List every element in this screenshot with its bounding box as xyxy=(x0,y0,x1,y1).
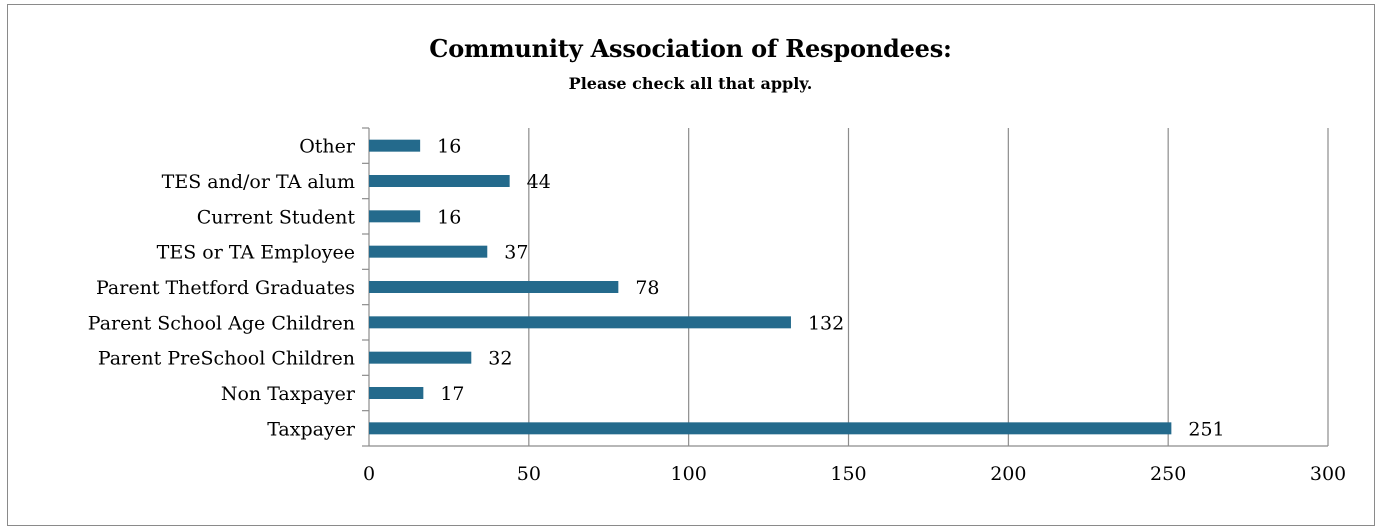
category-label: Parent PreSchool Children xyxy=(98,348,355,370)
chart-frame xyxy=(7,4,1375,526)
bar-parent-thetford-graduates xyxy=(369,281,619,293)
grid-lines xyxy=(528,128,1329,446)
bar-other xyxy=(369,139,421,152)
data-label: 251 xyxy=(1188,418,1224,440)
bars xyxy=(369,139,1172,435)
data-label: 37 xyxy=(504,242,528,264)
bar-parent-school-age-children xyxy=(369,316,791,329)
category-label: Parent School Age Children xyxy=(88,312,355,334)
data-label: 44 xyxy=(527,171,551,193)
labels: 0 50 100 150 200 250 300 Taxpayer 251 Non Taxpaye… xyxy=(88,136,1346,485)
bar-tes-and-or-ta-alum xyxy=(369,175,510,187)
x-tick-label: 0 xyxy=(363,463,375,485)
x-tick-label: 300 xyxy=(1310,463,1346,485)
x-tick-label: 150 xyxy=(830,463,866,485)
data-label: 78 xyxy=(635,277,659,299)
x-tick-label: 250 xyxy=(1150,463,1186,485)
x-tick-label: 50 xyxy=(517,463,541,485)
data-label: 16 xyxy=(437,206,461,228)
category-label: Current Student xyxy=(197,206,356,228)
chart-title: Community Association of Respondees: xyxy=(429,34,952,63)
bar-tes-or-ta-employee xyxy=(369,245,488,258)
x-tick-label: 200 xyxy=(990,463,1026,485)
bar-current-student xyxy=(369,210,421,223)
category-label: Taxpayer xyxy=(267,418,356,440)
data-label: 132 xyxy=(808,312,844,334)
chart-subtitle: Please check all that apply. xyxy=(568,74,813,93)
bar-taxpayer xyxy=(369,422,1172,435)
data-label: 17 xyxy=(440,383,464,405)
bar-non-taxpayer xyxy=(369,387,424,399)
category-label: TES or TA Employee xyxy=(157,242,355,264)
data-label: 32 xyxy=(488,348,512,370)
category-label: Parent Thetford Graduates xyxy=(96,277,355,299)
category-label: TES and/or TA alum xyxy=(162,171,355,193)
x-tick-label: 100 xyxy=(671,463,707,485)
data-label: 16 xyxy=(437,136,461,158)
bar-parent-preschool-children xyxy=(369,351,472,364)
category-label: Other xyxy=(299,136,356,158)
category-label: Non Taxpayer xyxy=(221,383,356,405)
